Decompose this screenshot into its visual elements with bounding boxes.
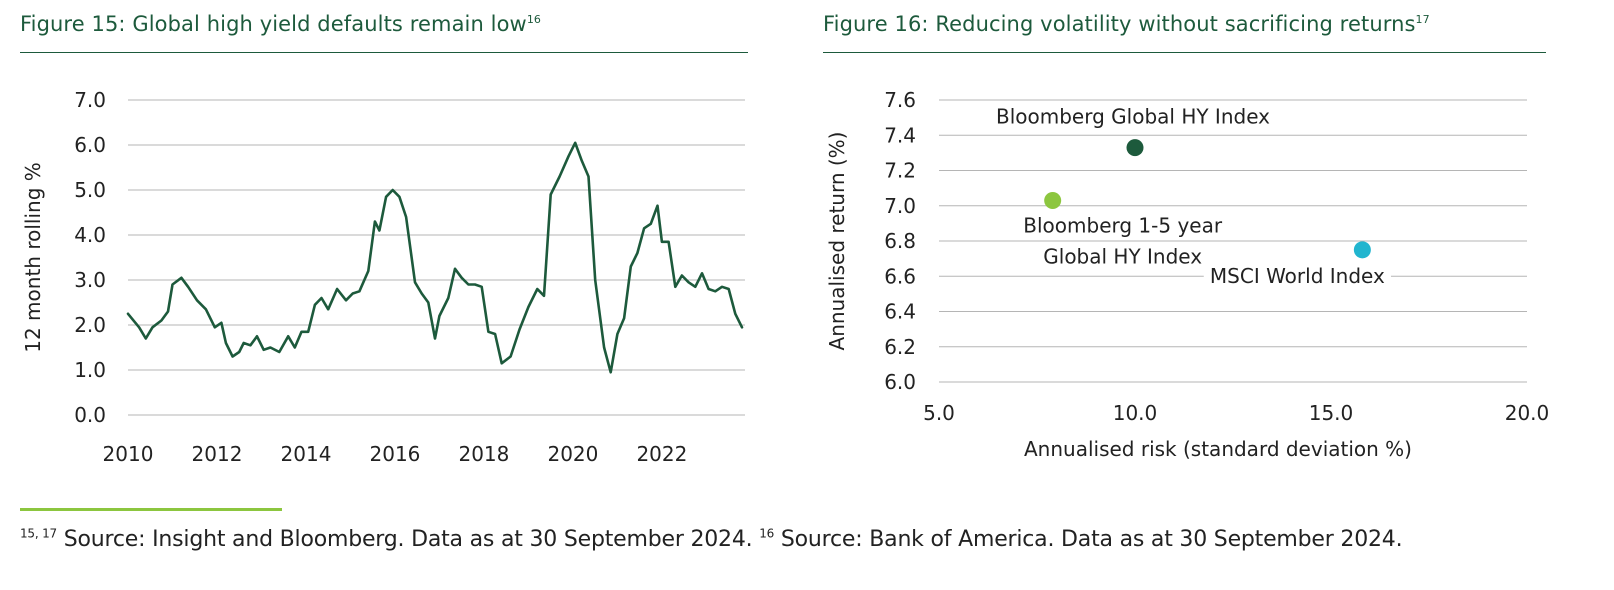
- x-tick-label: 20.0: [1505, 401, 1550, 425]
- defaults-series-line: [126, 141, 744, 374]
- y-tick-label: 6.0: [74, 133, 106, 157]
- bloomberg-1-5yr-global-hy-point: [1044, 191, 1062, 209]
- defaults-line-chart: 0.0 1.0 2.0 3.0 4.0 5.0 6.0 7.0 2010 2012 2014 2016…: [21, 88, 745, 466]
- x-tick-label: 2020: [547, 442, 598, 466]
- figure-15-title: Figure 15: Global high yield defaults re…: [20, 12, 541, 36]
- figure-16-title-text: Figure 16: Reducing volatility without s…: [823, 12, 1416, 36]
- y-tick-label: 4.0: [74, 223, 106, 247]
- y-tick-label: 3.0: [74, 268, 106, 292]
- msci-world-label: MSCI World Index: [1210, 264, 1385, 288]
- x-tick-label: 10.0: [1113, 401, 1158, 425]
- figure-15-title-rule: [20, 52, 748, 53]
- figure-15-title-sup: 16: [526, 13, 542, 26]
- y-tick-label: 5.0: [74, 178, 106, 202]
- x-tick-label: 5.0: [923, 401, 955, 425]
- footnote-source-insight: Source: Insight and Bloomberg. Data as a…: [56, 527, 760, 552]
- bloomberg-global-hy-point: [1126, 139, 1144, 157]
- figure-15-title-text: Figure 15: Global high yield defaults re…: [20, 12, 527, 36]
- risk-return-scatter-chart: 6.0 6.2 6.4 6.6 6.8 7.0 7.2 7.4 7.6 5.0 10.0 15.0 20…: [825, 88, 1550, 461]
- x-tick-label: 2014: [281, 442, 332, 466]
- bloomberg-1-5yr-global-hy-label: Bloomberg 1-5 year: [1023, 213, 1223, 237]
- y-tick-label: 6.6: [884, 264, 916, 288]
- y-tick-label: 6.8: [884, 229, 916, 253]
- y-tick-label: 6.4: [884, 300, 916, 324]
- x-tick-label: 2022: [636, 442, 687, 466]
- footer-accent-bar: [20, 508, 282, 511]
- y-tick-label: 7.4: [884, 123, 916, 147]
- y-tick-label: 7.2: [884, 159, 916, 183]
- source-footnote: 15, 17 Source: Insight and Bloomberg. Da…: [20, 526, 1403, 552]
- y-tick-label: 6.0: [884, 370, 916, 394]
- figure-16-title-rule: [823, 52, 1546, 53]
- y-tick-label: 0.0: [74, 403, 106, 427]
- footnote-sup-15-17: 15, 17: [20, 526, 57, 541]
- x-tick-label: 15.0: [1309, 401, 1354, 425]
- y-tick-label: 1.0: [74, 358, 106, 382]
- y-tick-label: 2.0: [74, 313, 106, 337]
- y-tick-label: 6.2: [884, 335, 916, 359]
- figure-16-title: Figure 16: Reducing volatility without s…: [823, 12, 1430, 36]
- footnote-source-boa: Source: Bank of America. Data as at 30 S…: [774, 527, 1403, 552]
- y-axis-title: 12 month rolling %: [21, 162, 45, 353]
- figure-16-title-sup: 17: [1415, 13, 1430, 26]
- bloomberg-global-hy-label: Bloomberg Global HY Index: [996, 105, 1270, 129]
- msci-world-point: [1353, 241, 1371, 259]
- msci-world-label-bg: [1203, 262, 1391, 289]
- y-axis-title: Annualised return (%): [825, 132, 849, 351]
- y-tick-label: 7.0: [74, 88, 106, 112]
- x-tick-label: 2010: [103, 442, 154, 466]
- x-tick-label: 2016: [370, 442, 421, 466]
- y-tick-label: 7.0: [884, 194, 916, 218]
- x-tick-label: 2018: [458, 442, 509, 466]
- bloomberg-1-5yr-global-hy-label: Global HY Index: [1043, 244, 1202, 268]
- y-tick-label: 7.6: [884, 88, 916, 112]
- x-tick-label: 2012: [192, 442, 243, 466]
- x-axis-title: Annualised risk (standard deviation %): [1024, 437, 1412, 461]
- footnote-sup-16: 16: [759, 526, 775, 541]
